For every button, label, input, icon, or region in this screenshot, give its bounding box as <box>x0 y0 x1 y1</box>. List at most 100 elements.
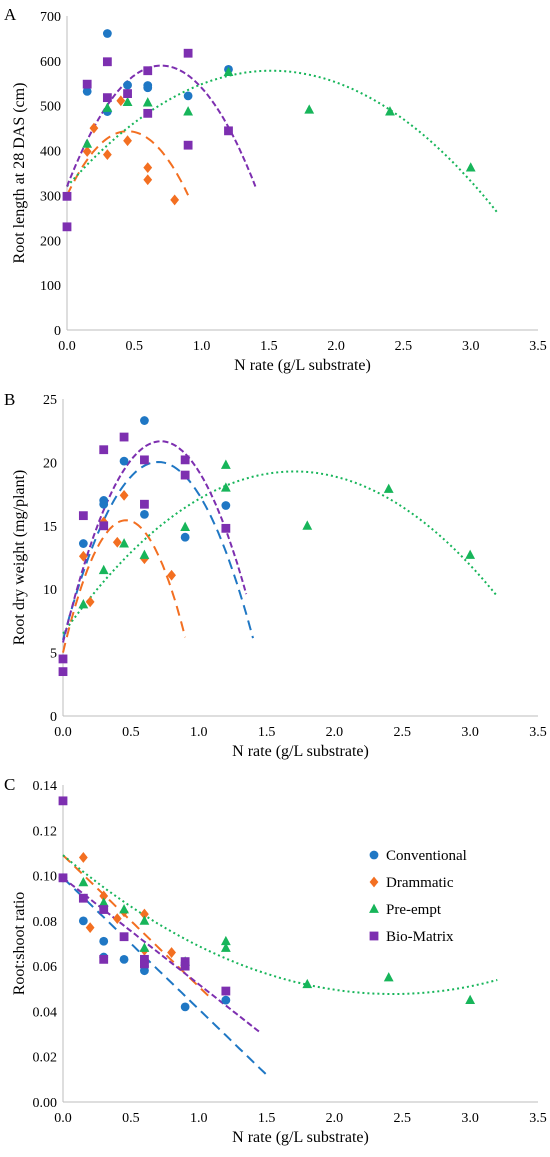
y-tick-label: 300 <box>40 189 61 204</box>
panel-C: 0.00 0.02 0.04 0.06 0.08 0.10 0.12 0.14 0.0 0.5 1.… <box>4 775 547 1146</box>
y-tick-label: 0.06 <box>33 960 58 975</box>
point-pre-empt <box>139 549 150 559</box>
point-conventional <box>143 83 153 93</box>
point-drammatic <box>85 596 95 608</box>
x-tick-label: 1.5 <box>260 339 278 354</box>
point-pre-empt <box>119 538 129 548</box>
point-bio-matrix <box>119 432 129 442</box>
point-drammatic <box>78 852 88 863</box>
y-tick-label: 0.10 <box>33 870 58 885</box>
panel-A: 0 100 200 300 400 500 600 700 0.0 0.5 1.0 1.5 2.0 2.5… <box>4 5 547 374</box>
y-tick-label: 0.00 <box>33 1096 58 1111</box>
point-pre-empt <box>465 162 476 172</box>
point-conventional <box>99 499 109 509</box>
point-conventional <box>221 501 231 510</box>
point-conventional <box>183 91 193 101</box>
y-tick-label: 0.02 <box>33 1051 58 1066</box>
point-pre-empt <box>220 935 231 946</box>
point-drammatic <box>170 194 180 206</box>
y-tick-label: 200 <box>40 234 61 249</box>
point-conventional <box>82 86 92 96</box>
x-tick-label: 2.5 <box>394 1111 412 1126</box>
point-bio-matrix <box>180 957 190 967</box>
point-pre-empt <box>183 106 194 116</box>
point-bio-matrix <box>221 986 231 996</box>
point-bio-matrix <box>221 523 231 533</box>
point-pre-empt <box>304 104 315 114</box>
trendline-bio-matrix <box>66 64 257 187</box>
y-tick-label: 0.14 <box>33 779 58 794</box>
point-conventional <box>78 916 88 926</box>
x-tick-label: 2.0 <box>326 1111 344 1126</box>
point-bio-matrix <box>102 57 112 67</box>
x-tick-label: 0.0 <box>54 725 72 740</box>
x-tick-label: 2.0 <box>326 725 344 740</box>
point-pre-empt <box>383 972 394 982</box>
point-pre-empt <box>220 482 231 492</box>
point-drammatic <box>119 489 129 501</box>
point-bio-matrix <box>180 470 190 480</box>
x-tick-label: 1.5 <box>258 725 276 740</box>
point-bio-matrix <box>58 873 68 883</box>
point-bio-matrix <box>82 79 92 89</box>
point-pre-empt <box>78 599 89 609</box>
trendline-drammatic <box>62 854 214 1001</box>
trendline-pre-empt <box>62 854 498 995</box>
point-bio-matrix <box>99 954 109 964</box>
point-drammatic <box>89 122 99 134</box>
point-pre-empt <box>385 106 395 116</box>
point-bio-matrix <box>119 932 129 942</box>
y-tick-label: 500 <box>40 100 61 115</box>
x-tick-label: 3.5 <box>529 339 547 354</box>
point-pre-empt <box>220 459 231 469</box>
point-bio-matrix <box>140 954 149 964</box>
point-pre-empt <box>102 102 113 112</box>
y-tick-label: 400 <box>40 145 61 160</box>
y-tick-label: 5 <box>50 647 57 662</box>
point-bio-matrix <box>99 905 109 914</box>
point-conventional <box>119 954 129 964</box>
point-bio-matrix <box>62 191 72 201</box>
y-tick-label: 0.12 <box>33 824 58 839</box>
panel-label: A <box>4 5 17 24</box>
point-bio-matrix <box>224 126 233 136</box>
point-drammatic <box>143 174 153 186</box>
x-tick-label: 1.5 <box>258 1111 276 1126</box>
legend-label: Bio-Matrix <box>386 929 454 945</box>
point-conventional <box>140 416 149 425</box>
point-drammatic <box>102 149 112 161</box>
point-conventional <box>140 966 149 976</box>
point-conventional <box>123 80 132 90</box>
legend-marker-conventional <box>369 850 379 860</box>
x-tick-label: 3.0 <box>461 725 479 740</box>
point-drammatic <box>85 922 95 934</box>
point-drammatic <box>167 569 176 581</box>
point-bio-matrix <box>143 108 153 118</box>
point-pre-empt <box>142 97 153 107</box>
point-pre-empt <box>465 549 476 559</box>
point-bio-matrix <box>140 455 149 465</box>
y-tick-label: 25 <box>43 393 57 408</box>
y-tick-label: 0 <box>54 324 61 339</box>
point-bio-matrix <box>180 961 190 971</box>
point-pre-empt <box>302 520 313 530</box>
point-conventional <box>221 995 231 1005</box>
point-pre-empt <box>119 904 129 914</box>
point-drammatic <box>167 947 176 958</box>
x-tick-label: 0.5 <box>126 339 144 354</box>
trendline-conventional <box>62 460 254 641</box>
y-tick-label: 15 <box>43 520 57 535</box>
point-drammatic <box>116 95 126 107</box>
legend-marker-drammatic <box>369 876 379 888</box>
point-pre-empt <box>139 915 150 925</box>
y-axis-label: Root length at 28 DAS (cm) <box>11 83 28 264</box>
y-axis-label: Root dry weight (mg/plant) <box>11 470 28 646</box>
point-pre-empt <box>139 942 150 952</box>
y-tick-label: 700 <box>40 10 61 25</box>
point-conventional <box>78 539 88 548</box>
point-bio-matrix <box>180 455 190 465</box>
point-bio-matrix <box>183 140 193 150</box>
point-drammatic <box>99 890 109 902</box>
point-drammatic <box>123 135 132 147</box>
point-pre-empt <box>180 521 191 531</box>
